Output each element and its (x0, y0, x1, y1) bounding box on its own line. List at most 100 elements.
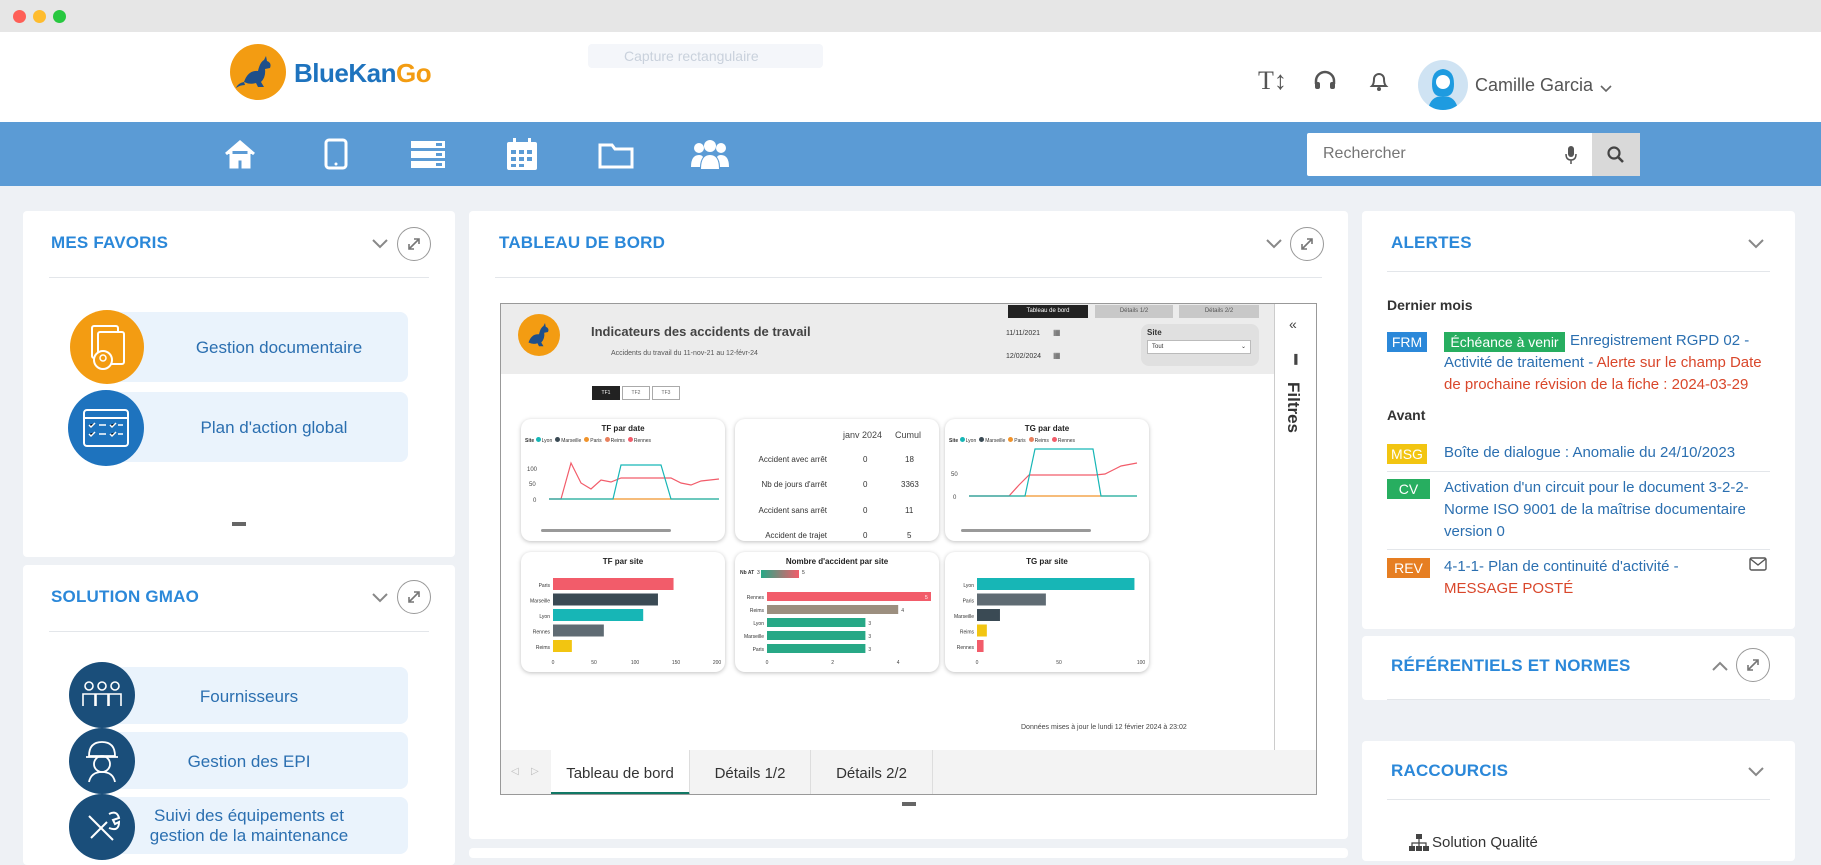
expand-icon[interactable] (397, 227, 431, 261)
resize-handle[interactable] (232, 522, 246, 526)
next-page-icon[interactable]: ▷ (531, 766, 539, 777)
y-tick: 0 (533, 498, 537, 504)
filters-pane[interactable]: « ▐ Filtres (1274, 304, 1316, 750)
prev-page-icon[interactable]: ◁ (511, 766, 519, 777)
collapse-icon[interactable]: « (1289, 316, 1297, 332)
date-to[interactable]: 12/02/2024 (1006, 353, 1042, 360)
section-label: Avant (1387, 407, 1426, 423)
tf3-button[interactable]: TF3 (652, 386, 680, 400)
referentiels-panel (1362, 636, 1795, 700)
page-tab-active[interactable]: Tableau de bord (551, 750, 690, 794)
badge-text: MSG (1391, 446, 1423, 462)
chevron-up-icon[interactable] (1711, 659, 1729, 671)
capture-hint: Capture rectangulaire (588, 44, 823, 68)
tablet-icon[interactable] (318, 137, 354, 171)
microphone-icon[interactable] (1565, 145, 1577, 170)
users-icon[interactable] (690, 137, 730, 171)
minimize-window-button[interactable] (33, 10, 46, 23)
search-button[interactable] (1592, 133, 1640, 176)
x-tick: 2 (831, 660, 834, 666)
expand-icon[interactable] (1290, 227, 1324, 261)
folder-icon[interactable] (598, 137, 634, 171)
alert-link[interactable]: Boîte de dialogue : Anomalie du 24/10/20… (1444, 444, 1736, 461)
chevron-down-icon: ⌄ (1240, 344, 1246, 350)
alert-link[interactable]: Enregistrement RGPD 02 - (1570, 332, 1750, 349)
chevron-down-icon[interactable] (1600, 80, 1612, 98)
category-label: Marseille (530, 599, 550, 605)
expand-icon[interactable] (397, 580, 431, 614)
page-tab[interactable]: Détails 1/2 (690, 750, 811, 794)
envelope-icon[interactable] (1749, 557, 1767, 576)
table-cell: 0 (863, 531, 868, 540)
chart-title: TG par site (1026, 557, 1068, 566)
alertes-panel (1362, 211, 1795, 629)
search-box (1307, 133, 1640, 176)
headset-icon[interactable] (1312, 68, 1338, 96)
server-icon[interactable] (410, 137, 446, 171)
x-tick: 0 (552, 660, 555, 666)
favori-label: Gestion documentaire (195, 338, 363, 357)
site-select[interactable]: Tout ⌄ (1147, 340, 1251, 354)
status-badge: CV (1387, 479, 1430, 499)
report-tab[interactable]: Détails 1/2 (1095, 305, 1173, 318)
data-label: 3 (868, 647, 871, 653)
chevron-down-icon[interactable] (1265, 237, 1283, 249)
alert-link[interactable]: Activation d'un circuit pour le document… (1444, 479, 1749, 496)
maximize-window-button[interactable] (53, 10, 66, 23)
chevron-down-icon[interactable] (1747, 237, 1765, 249)
text-size-icon[interactable]: T↕ (1258, 66, 1287, 95)
powerbi-report: Indicateurs des accidents de travail Acc… (500, 303, 1317, 795)
alert-text-red: MESSAGE POSTÉ (1444, 580, 1574, 597)
avatar[interactable] (1418, 60, 1468, 110)
calendar-icon[interactable] (504, 137, 540, 171)
alert-link[interactable]: Activité de traitement - Alerte sur le c… (1444, 352, 1762, 374)
search-input[interactable] (1323, 145, 1553, 163)
user-name[interactable]: Camille Garcia (1475, 75, 1594, 95)
brand-part1: BlueKan (294, 58, 396, 88)
close-window-button[interactable] (13, 10, 26, 23)
date-from[interactable]: 11/11/2021 (1006, 330, 1040, 337)
chevron-down-icon[interactable] (371, 591, 389, 603)
panel-below (469, 848, 1348, 858)
alert-link[interactable]: de prochaine révision de la fiche : 2024… (1444, 374, 1748, 396)
site-value: Tout (1152, 344, 1164, 350)
tf-site-chart: Paris Marseille Lyon Rennes Reims 0 50 100 150 20… (530, 578, 721, 666)
expand-icon[interactable] (1736, 648, 1770, 682)
chevron-down-icon[interactable] (371, 237, 389, 249)
home-icon[interactable] (222, 137, 258, 171)
filters-label: Filtres (1284, 382, 1303, 434)
report-subtitle: Accidents du travail du 11-nov-21 au 12-… (611, 350, 758, 357)
alert-link[interactable]: Norme ISO 9001 de la maîtrise documentai… (1444, 501, 1746, 518)
logo-icon[interactable] (230, 44, 286, 100)
series-line-rennes (549, 461, 720, 500)
data-label: 4 (901, 608, 904, 614)
tg-site-card: TG par site Lyon Paris Marseille Reims Renne… (945, 552, 1149, 672)
category-label: Paris (539, 583, 551, 589)
page-tab[interactable]: Détails 2/2 (811, 750, 933, 794)
alert-link[interactable]: MESSAGE POSTÉ (1444, 578, 1573, 600)
alert-link[interactable]: 4-1-1- Plan de continuité d'activité - (1444, 558, 1679, 575)
report-tab[interactable]: Détails 2/2 (1179, 305, 1259, 318)
calendar-icon[interactable]: ▦ (1053, 328, 1061, 337)
category-label: Paris (753, 647, 765, 653)
gmao-fournisseurs[interactable]: Fournisseurs (90, 667, 408, 724)
legend-min: 3 (757, 570, 760, 576)
documents-icon (70, 310, 144, 384)
tf2-button[interactable]: TF2 (622, 386, 650, 400)
table-row-label: Accident de trajet (765, 531, 827, 540)
gmao-suivi-equipements[interactable]: Suivi des équipements et gestion de la m… (90, 797, 408, 854)
table-row-label: Nb de jours d'arrêt (761, 480, 827, 489)
alert-link[interactable]: version 0 (1444, 523, 1505, 540)
report-tab-active[interactable]: Tableau de bord (1008, 305, 1088, 318)
gmao-gestion-epi[interactable]: Gestion des EPI (90, 732, 408, 789)
scrollbar[interactable] (541, 529, 671, 532)
shortcut-link[interactable]: Solution Qualité (1432, 834, 1538, 851)
tf1-button[interactable]: TF1 (592, 386, 620, 400)
favoris-panel (23, 211, 455, 557)
calendar-icon[interactable]: ▦ (1053, 351, 1061, 360)
scrollbar[interactable] (961, 529, 1091, 532)
favori-plan-action[interactable]: Plan d'action global (90, 392, 408, 462)
chevron-down-icon[interactable] (1747, 765, 1765, 777)
resize-handle[interactable] (902, 802, 916, 806)
bell-icon[interactable] (1366, 68, 1392, 96)
